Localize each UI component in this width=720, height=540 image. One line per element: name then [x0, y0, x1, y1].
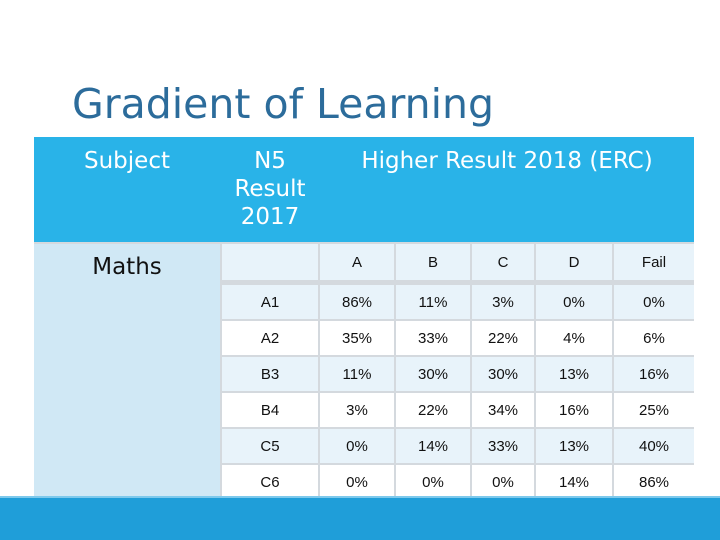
- n5-result-header: N5 Result 2017: [234, 148, 306, 230]
- percentage-cell: 3%: [472, 285, 534, 319]
- percentage-cell: 14%: [396, 429, 470, 463]
- percentage-cell: 0%: [320, 465, 394, 499]
- n5-grade-cell: C5: [222, 429, 318, 463]
- percentage-cell: 33%: [472, 429, 534, 463]
- percentage-cell: 34%: [472, 393, 534, 427]
- percentage-cell: 14%: [536, 465, 612, 499]
- percentage-cell: 22%: [472, 321, 534, 355]
- percentage-cell: 0%: [396, 465, 470, 499]
- percentage-cell: 13%: [536, 429, 612, 463]
- footer-line: [0, 496, 720, 498]
- percentage-cell: 0%: [614, 285, 694, 319]
- percentage-cell: 25%: [614, 393, 694, 427]
- percentage-cell: 33%: [396, 321, 470, 355]
- percentage-cell: 4%: [536, 321, 612, 355]
- n5-grade-cell: A2: [222, 321, 318, 355]
- grade-header-blank: [222, 244, 318, 280]
- percentage-cell: 13%: [536, 357, 612, 391]
- n5-grade-cell: B3: [222, 357, 318, 391]
- percentage-cell: 0%: [320, 429, 394, 463]
- percentage-cell: 16%: [536, 393, 612, 427]
- footer-bar: [0, 498, 720, 540]
- n5-grade-cell: A1: [222, 285, 318, 319]
- percentage-cell: 22%: [396, 393, 470, 427]
- subject-header: Subject: [84, 148, 170, 174]
- percentage-cell: 30%: [472, 357, 534, 391]
- percentage-cell: 0%: [472, 465, 534, 499]
- grade-header: Fail: [614, 244, 694, 280]
- grade-header: C: [472, 244, 534, 280]
- n5-grade-cell: B4: [222, 393, 318, 427]
- subject-cell: Maths: [34, 244, 220, 499]
- percentage-cell: 30%: [396, 357, 470, 391]
- percentage-cell: 0%: [536, 285, 612, 319]
- percentage-cell: 86%: [614, 465, 694, 499]
- grade-header: D: [536, 244, 612, 280]
- percentage-cell: 3%: [320, 393, 394, 427]
- percentage-cell: 86%: [320, 285, 394, 319]
- percentage-cell: 11%: [396, 285, 470, 319]
- percentage-cell: 16%: [614, 357, 694, 391]
- grade-header: A: [320, 244, 394, 280]
- higher-result-header: Higher Result 2018 (ERC): [361, 148, 653, 174]
- slide-title: Gradient of Learning: [72, 80, 495, 128]
- percentage-cell: 11%: [320, 357, 394, 391]
- percentage-cell: 6%: [614, 321, 694, 355]
- percentage-cell: 40%: [614, 429, 694, 463]
- grade-header: B: [396, 244, 470, 280]
- subject-name: Maths: [92, 254, 162, 280]
- table-header: Subject N5 Result 2017 Higher Result 201…: [34, 137, 694, 242]
- n5-grade-cell: C6: [222, 465, 318, 499]
- results-table: Subject N5 Result 2017 Higher Result 201…: [34, 137, 694, 499]
- percentage-cell: 35%: [320, 321, 394, 355]
